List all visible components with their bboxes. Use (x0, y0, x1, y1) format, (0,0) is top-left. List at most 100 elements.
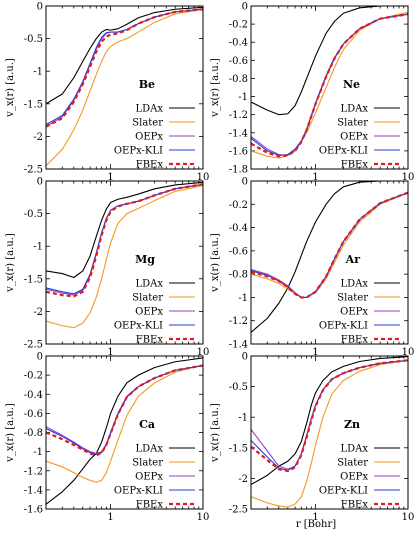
series-line-slater (46, 364, 203, 483)
legend-label-oepx-kli: OEPx-KLI (319, 486, 368, 497)
series-line-fbex (46, 183, 203, 298)
series-line-oepx-kli (46, 8, 203, 126)
panel-title: Ne (343, 78, 360, 91)
x-tick-label: 10 (402, 172, 415, 183)
legend-label-oepx: OEPx (340, 307, 368, 318)
y-tick-label: -0.8 (24, 428, 43, 439)
y-tick-label: -1.5 (24, 99, 43, 110)
legend-label-ldax: LDAx (340, 104, 368, 115)
y-axis-label: v_x(r) [a.u.] (210, 233, 221, 293)
legend: LDAx Slater OEPx OEPx-KLI FBEx (319, 104, 400, 171)
x-tick-label: 1 (107, 347, 113, 358)
series-line-slater (251, 192, 408, 298)
panel-ca: 0 -0.2 -0.4 -0.6 -0.8 -1 -1.2 -1.4 -1.6 1 10 LDAx Sl… (5, 352, 209, 524)
y-tick-label: 0 (242, 2, 248, 13)
series-line-ldax (251, 181, 408, 333)
series-line-oepx (251, 13, 408, 156)
x-tick-label: 1 (107, 172, 113, 183)
series-line-oepx-kli (251, 13, 408, 156)
series-line-ldax (251, 356, 408, 485)
y-tick-label: 0 (37, 352, 43, 363)
x-tick-label: 1 (312, 172, 318, 183)
y-tick-label: -0.8 (229, 74, 248, 85)
series-group (251, 181, 408, 333)
x-tick-label: 10 (197, 347, 210, 358)
panel-frame (250, 5, 409, 170)
panel-be: 0 -0.5 -1 -1.5 -2 -2.5 1 10 LDAx Slater OEPx OEPx-K… (5, 2, 209, 184)
x-tick-label: 1 (312, 512, 318, 523)
y-tick-label: -1 (238, 92, 248, 103)
series-line-fbex (251, 191, 408, 299)
legend-label-oepx: OEPx (135, 132, 163, 143)
y-tick-label: -0.4 (229, 38, 248, 49)
series-line-fbex (251, 13, 408, 158)
legend-label-slater: Slater (132, 293, 163, 304)
legend-label-oepx: OEPx (135, 472, 163, 483)
legend-label-slater: Slater (337, 293, 368, 304)
series-line-ldax (251, 6, 408, 116)
y-tick-label: -1 (33, 242, 43, 253)
y-tick-label: -1.6 (229, 146, 248, 157)
series-line-ldax (46, 181, 203, 279)
legend-label-slater: Slater (337, 458, 368, 469)
y-tick-label: -1 (33, 67, 43, 78)
y-tick-label: -1.2 (229, 316, 248, 327)
series-line-oepx (46, 183, 203, 296)
series-line-fbex (46, 8, 203, 128)
y-tick-label: -1 (238, 293, 248, 304)
y-tick-label: -1.2 (229, 110, 248, 121)
y-tick-label: -2.5 (24, 165, 43, 176)
legend-label-oepx-kli: OEPx-KLI (114, 486, 163, 497)
y-tick-label: -1.4 (24, 485, 43, 496)
y-tick-label: -2 (33, 132, 43, 143)
legend-label-oepx-kli: OEPx-KLI (114, 146, 163, 157)
y-axis-label: v_x(r) [a.u.] (210, 58, 221, 118)
series-group (46, 181, 203, 329)
y-tick-label: -0.5 (24, 209, 43, 220)
legend-label-ldax: LDAx (135, 444, 163, 455)
y-axis-label: v_x(r) [a.u.] (5, 58, 16, 118)
legend-label-fbex: FBEx (341, 335, 369, 346)
y-tick-label: -1.4 (229, 340, 248, 351)
panel-frame (250, 355, 409, 510)
legend-label-ldax: LDAx (340, 444, 368, 455)
y-tick-label: -0.6 (229, 56, 248, 67)
legend-label-slater: Slater (337, 118, 368, 129)
y-tick-label: -1.5 (229, 443, 248, 454)
y-tick-label: -0.5 (24, 34, 43, 45)
series-line-oepx-kli (251, 359, 408, 471)
series-line-fbex (251, 359, 408, 473)
panel-zn: 0 -0.5 -1 -1.5 -2 -2.5 1 10 LDAx Slater OEPx OEPx-K… (210, 352, 414, 524)
series-group (251, 356, 408, 508)
x-tick-label: 10 (197, 512, 210, 523)
legend: LDAx Slater OEPx OEPx-KLI FBEx (319, 444, 400, 511)
legend-label-fbex: FBEx (136, 335, 164, 346)
y-tick-label: -0.6 (24, 409, 43, 420)
y-tick-label: -2 (33, 307, 43, 318)
x-tick-label: 10 (402, 512, 415, 523)
series-line-oepx (251, 359, 408, 470)
y-tick-label: -1.2 (24, 466, 43, 477)
series-line-oepx-kli (46, 365, 203, 456)
y-tick-label: -1.4 (229, 128, 248, 139)
y-tick-label: -0.4 (24, 390, 43, 401)
panel-frame (45, 355, 204, 510)
series-group (251, 6, 408, 159)
legend-label-oepx-kli: OEPx-KLI (319, 321, 368, 332)
panel-mg: 0 -0.5 -1 -1.5 -2 -2.5 1 10 LDAx Slater OEPx OEPx-K… (5, 177, 209, 359)
legend-label-fbex: FBEx (136, 160, 164, 171)
legend-label-slater: Slater (132, 458, 163, 469)
panel-frame (45, 5, 204, 170)
x-tick-label: 1 (312, 347, 318, 358)
legend-label-oepx-kli: OEPx-KLI (114, 321, 163, 332)
y-tick-label: -0.2 (229, 20, 248, 31)
y-tick-label: -2.5 (229, 505, 248, 516)
legend-label-ldax: LDAx (135, 279, 163, 290)
legend-label-oepx: OEPx (340, 132, 368, 143)
y-tick-label: -1.8 (229, 165, 248, 176)
panel-title: Be (139, 78, 155, 91)
y-tick-label: -1 (238, 413, 248, 424)
x-tick-label: 1 (107, 512, 113, 523)
y-tick-label: -0.2 (229, 200, 248, 211)
y-tick-label: -0.6 (229, 246, 248, 257)
